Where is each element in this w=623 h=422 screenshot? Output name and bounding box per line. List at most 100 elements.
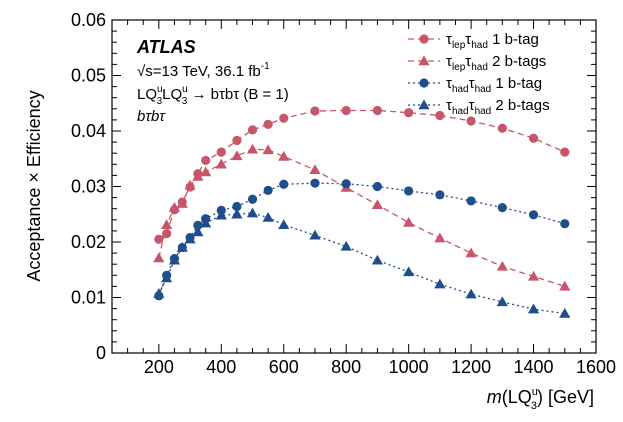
x-tick-label: 600 (269, 357, 299, 377)
legend-item: τhadτhad 2 b-tags (408, 97, 550, 117)
legend-label: τlepτhad 1 b-tag (446, 31, 539, 51)
data-point (154, 234, 164, 244)
data-point (215, 209, 227, 220)
x-tick-label: 1000 (389, 357, 429, 377)
data-point (168, 201, 181, 212)
y-tick-label: 0.02 (71, 232, 106, 252)
data-point (341, 179, 351, 189)
x-tick-label: 400 (206, 357, 236, 377)
data-point (192, 170, 204, 181)
series-1 (154, 105, 570, 244)
x-tick-label: 800 (331, 357, 361, 377)
series-2 (153, 143, 571, 291)
legend-marker (419, 78, 429, 88)
data-point (372, 181, 383, 192)
atlas-label: ATLAS (136, 37, 196, 57)
data-point (371, 199, 384, 210)
series-line (158, 212, 565, 315)
data-point (232, 135, 242, 146)
data-point (263, 185, 273, 195)
data-point (466, 116, 476, 126)
data-point (559, 307, 571, 318)
data-point (184, 233, 196, 244)
data-point (192, 226, 204, 237)
data-point (528, 210, 539, 220)
legend-label: τhadτhad 1 b-tag (446, 75, 542, 95)
legend-marker (419, 34, 429, 44)
data-point (278, 150, 290, 161)
data-point (404, 186, 414, 196)
data-point (246, 143, 259, 154)
data-point (193, 220, 203, 230)
data-point (404, 108, 414, 118)
x-tick-label: 200 (144, 357, 174, 377)
legend-marker (418, 55, 430, 66)
data-point (560, 147, 570, 157)
data-point (184, 179, 196, 190)
process-annotation: LQu 3LQu 3 → bτbτ (B = 1) (137, 84, 289, 107)
legend-item: τhadτhad 1 b-tag (408, 75, 542, 95)
data-point (216, 147, 226, 157)
data-point (310, 106, 320, 116)
data-point (153, 288, 165, 298)
data-point (232, 201, 242, 212)
data-point (246, 207, 259, 218)
channel-annotation: bτbτ (137, 108, 166, 125)
data-point (559, 280, 571, 291)
legend-marker (418, 99, 430, 110)
data-point (465, 288, 477, 299)
y-tick-label: 0.01 (71, 288, 106, 308)
x-axis-title: m(LQu 3) [GeV] (487, 386, 594, 412)
data-point (153, 252, 165, 263)
data-point (161, 219, 173, 229)
legend-item: τlepτhad 2 b-tags (408, 53, 546, 73)
data-point (309, 164, 321, 175)
data-point (497, 202, 507, 213)
x-tick-label: 1200 (451, 357, 491, 377)
data-point (527, 303, 540, 314)
data-point (262, 144, 274, 155)
y-axis-title: Acceptance × Efficiency (24, 90, 44, 281)
data-point (310, 178, 320, 188)
energy-annotation: √s=13 TeV, 36.1 fb-1 (137, 61, 270, 80)
data-point (201, 155, 211, 166)
data-point (200, 166, 212, 177)
y-tick-label: 0 (96, 343, 106, 363)
data-point (466, 196, 476, 206)
axis-ticks: 200 400 600 800 1000 1200 1400 1600 0 0.01 0.02 0.0… (71, 10, 616, 377)
data-point (215, 158, 227, 169)
data-point (278, 219, 290, 229)
data-point (372, 105, 383, 116)
data-point (231, 208, 243, 219)
y-tick-label: 0.03 (71, 177, 106, 197)
legend-item: τlepτhad 1 b-tag (408, 31, 539, 51)
data-point (247, 194, 258, 204)
data-point (340, 240, 352, 251)
data-point (279, 113, 289, 123)
data-point (497, 123, 507, 133)
y-tick-label: 0.04 (71, 121, 106, 141)
data-point (527, 270, 540, 281)
data-series (153, 105, 571, 318)
series-line (158, 109, 566, 240)
data-point (528, 133, 539, 143)
data-point (435, 190, 445, 200)
data-point (434, 278, 446, 289)
data-point (262, 211, 274, 222)
x-tick-label: 1600 (576, 357, 616, 377)
data-point (161, 272, 173, 283)
data-point (263, 119, 273, 129)
data-point (176, 241, 188, 252)
data-point (176, 198, 188, 208)
data-point (465, 247, 477, 258)
y-tick-label: 0.06 (71, 10, 106, 30)
data-point (496, 260, 508, 271)
data-point (496, 296, 508, 307)
series-4 (153, 207, 571, 318)
data-point (434, 232, 446, 243)
data-point (231, 150, 243, 161)
data-point (341, 105, 351, 116)
data-point (247, 125, 258, 135)
data-point (200, 217, 212, 228)
